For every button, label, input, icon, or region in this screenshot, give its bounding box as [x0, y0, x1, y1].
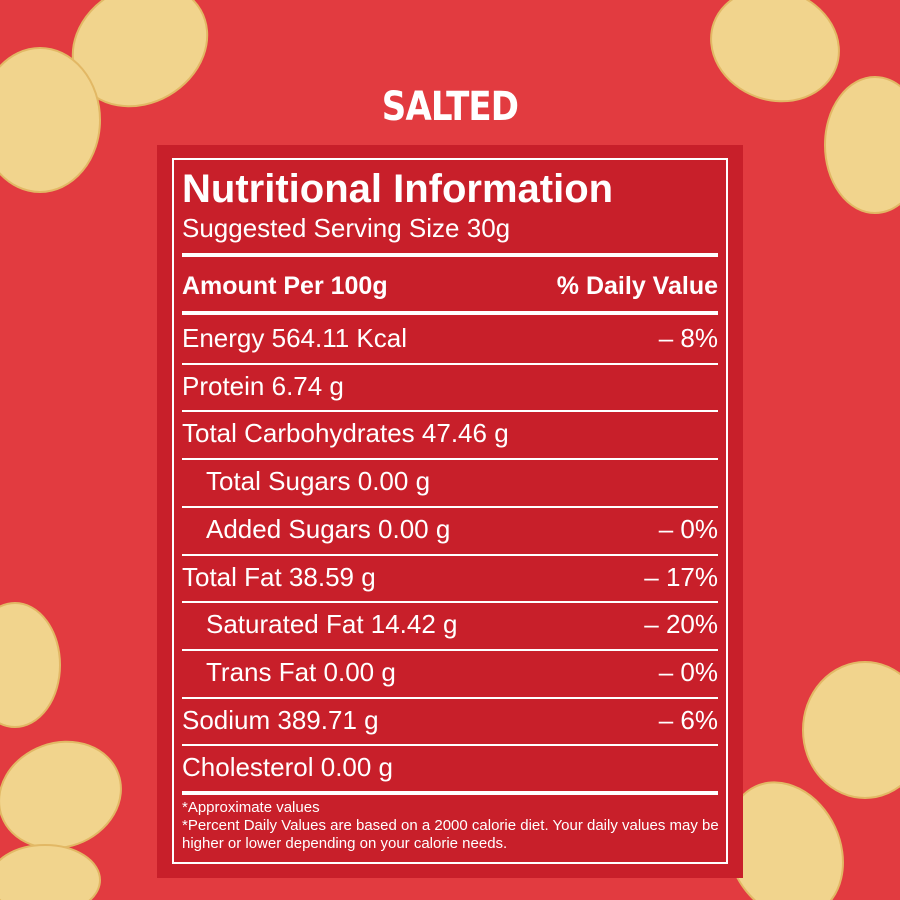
nutrient-name: Total Fat 38.59 g — [182, 561, 376, 592]
nutrient-row: Energy 564.11 Kcal – 8% — [182, 315, 718, 361]
notes: *Approximate values *Percent Daily Values… — [182, 799, 722, 853]
thick-rule — [182, 791, 718, 795]
nutrient-name: Protein 6.74 g — [182, 370, 344, 401]
nutrient-name: Sodium 389.71 g — [182, 704, 379, 735]
daily-value: – 0% — [658, 656, 718, 687]
nutrient-name: Added Sugars 0.00 g — [206, 513, 451, 544]
header-right: % Daily Value — [556, 272, 718, 300]
nutrient-row: Sodium 389.71 g – 6% — [182, 697, 718, 743]
row-rule — [182, 505, 718, 508]
heading: SALTED — [381, 84, 519, 130]
row-rule — [182, 458, 718, 461]
nutrient-row: Saturated Fat 14.42 g – 20% — [182, 601, 718, 647]
nutrient-name: Trans Fat 0.00 g — [206, 656, 396, 687]
nutrient-name: Energy 564.11 Kcal — [182, 323, 407, 353]
row-rule — [182, 362, 718, 365]
nutrient-name: Cholesterol 0.00 g — [182, 752, 394, 783]
nutrient-row: Protein 6.74 g — [182, 363, 718, 409]
nutrition-panel: Nutritional Information Suggested Servin… — [157, 145, 743, 878]
header-row: Amount Per 100g % Daily Value — [182, 263, 718, 309]
row-rule — [182, 744, 718, 747]
nutrient-row: Added Sugars 0.00 g – 0% — [182, 506, 718, 552]
daily-value: – 20% — [644, 609, 718, 640]
daily-value: – 6% — [658, 704, 718, 735]
label-title: Nutritional Information — [182, 167, 614, 211]
nutrient-name: Saturated Fat 14.42 g — [206, 609, 458, 640]
row-rule — [182, 601, 718, 604]
panel-frame — [172, 158, 728, 864]
nutrient-name: Total Sugars 0.00 g — [206, 466, 431, 497]
row-rule — [182, 648, 718, 651]
daily-value: – 8% — [658, 323, 718, 353]
nutrient-row: Total Sugars 0.00 g — [182, 458, 718, 504]
row-rule — [182, 553, 718, 556]
row-rule — [182, 410, 718, 413]
nutrient-row: Cholesterol 0.00 g — [182, 744, 718, 790]
nutrient-name: Total Carbohydrates 47.46 g — [182, 418, 509, 449]
note: *Approximate values — [182, 799, 320, 816]
nutrient-row: Total Fat 38.59 g – 17% — [182, 554, 718, 600]
note: *Percent Daily Values are based on a 200… — [182, 817, 719, 852]
thick-rule — [182, 311, 718, 315]
daily-value: – 0% — [658, 513, 718, 544]
daily-value: – 17% — [644, 561, 718, 592]
thick-rule — [182, 253, 718, 257]
serving-size: Suggested Serving Size 30g — [182, 213, 511, 243]
header-left: Amount Per 100g — [182, 272, 388, 300]
row-rule — [182, 696, 718, 699]
nutrient-row: Trans Fat 0.00 g – 0% — [182, 649, 718, 695]
nutrient-row: Total Carbohydrates 47.46 g — [182, 410, 718, 456]
